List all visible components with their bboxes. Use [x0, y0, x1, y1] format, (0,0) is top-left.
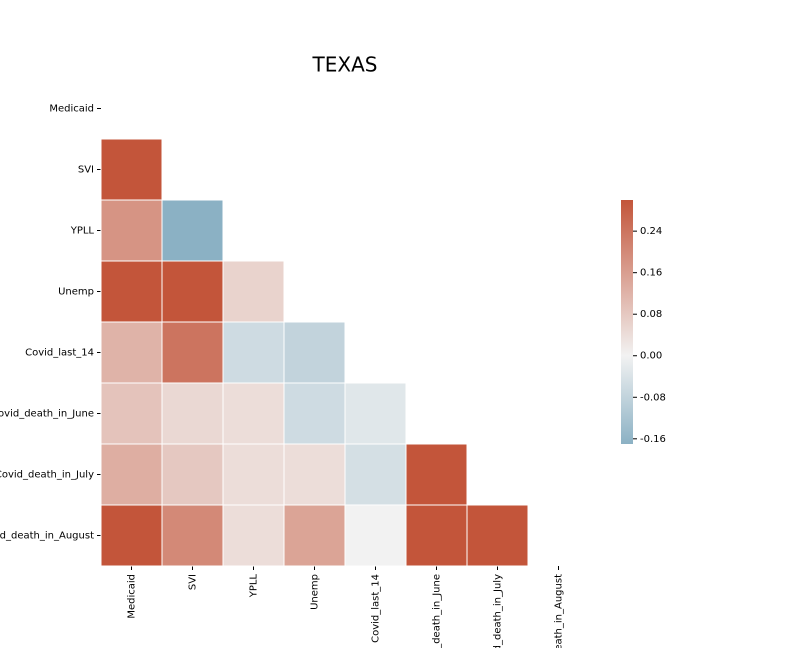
heatmap-cell	[283, 382, 346, 445]
heatmap-cell	[283, 443, 346, 506]
y-tick-label: Covid_death_in_August	[0, 531, 94, 542]
heatmap-cell	[344, 504, 407, 567]
y-tick-label: Medicaid	[49, 104, 94, 115]
colorbar-tick-label: 0.24	[640, 226, 662, 237]
heatmap-cell	[161, 504, 224, 567]
heatmap-cell	[405, 443, 468, 506]
x-tick-label: Covid_death_in_July	[493, 574, 504, 648]
y-tick-label: Covid_death_in_July	[0, 470, 94, 481]
heatmap-cell	[405, 504, 468, 567]
heatmap-cell	[100, 138, 163, 201]
colorbar-tick-label: 0.00	[640, 351, 662, 362]
colorbar	[621, 200, 633, 444]
y-tick-label: Covid_death_in_June	[0, 409, 94, 420]
y-tick-label: Covid_last_14	[25, 348, 94, 359]
heatmap-cell	[161, 260, 224, 323]
y-tick-label: YPLL	[70, 226, 95, 237]
heatmap-cell	[222, 382, 285, 445]
x-tick-label: Covid_death_in_June	[432, 574, 443, 648]
heatmap-cell	[100, 443, 163, 506]
heatmap-cell	[222, 321, 285, 384]
heatmap-cell	[100, 199, 163, 262]
colorbar-tick-label: 0.16	[640, 268, 662, 279]
colorbar-tick-label: -0.16	[640, 434, 666, 445]
y-tick-label: SVI	[78, 165, 94, 176]
x-tick-label: Covid_last_14	[371, 574, 382, 643]
heatmap-cell	[344, 443, 407, 506]
chart-title: TEXAS	[312, 53, 378, 77]
heatmap-cell	[222, 504, 285, 567]
heatmap-cell	[161, 199, 224, 262]
x-tick-label: Medicaid	[127, 574, 138, 619]
heatmap-cell	[222, 443, 285, 506]
heatmap-cell	[344, 382, 407, 445]
colorbar-tick-label: -0.08	[640, 392, 666, 403]
heatmap-cell	[161, 382, 224, 445]
heatmap-cell	[100, 382, 163, 445]
colorbar-tick-label: 0.08	[640, 309, 662, 320]
heatmap-cell	[100, 504, 163, 567]
y-tick-label: Unemp	[58, 287, 94, 298]
x-tick-label: Covid_death_in_August	[554, 574, 565, 648]
heatmap-cell	[283, 504, 346, 567]
x-tick-label: SVI	[188, 574, 199, 590]
heatmap-cell	[283, 321, 346, 384]
heatmap-cell	[466, 504, 529, 567]
heatmap-cell	[222, 260, 285, 323]
x-tick-label: Unemp	[310, 574, 321, 610]
heatmap-cell	[161, 321, 224, 384]
heatmap-cell	[161, 443, 224, 506]
x-tick-label: YPLL	[249, 574, 260, 599]
heatmap-cell	[100, 260, 163, 323]
heatmap-cell	[100, 321, 163, 384]
